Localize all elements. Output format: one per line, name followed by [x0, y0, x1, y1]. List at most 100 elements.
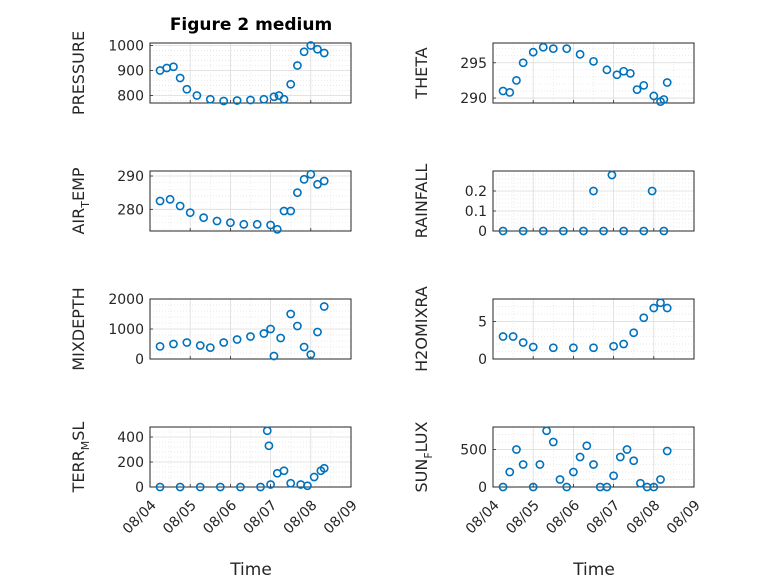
data-point: [276, 333, 286, 343]
x-tick-label: 08/07: [241, 497, 281, 537]
data-point: [629, 456, 639, 466]
x-tick-label: 08/08: [281, 497, 321, 537]
data-point: [535, 460, 545, 469]
data-point: [629, 328, 639, 338]
data-point: [303, 481, 312, 491]
y-tick-label: 0: [135, 352, 144, 368]
data-point: [599, 226, 608, 236]
data-point: [299, 47, 309, 57]
data-point: [239, 219, 249, 229]
data-point: [182, 84, 192, 94]
x-tick-label: 08/09: [321, 497, 361, 537]
data-point: [639, 80, 649, 90]
axes-frame: [492, 42, 695, 104]
data-point: [272, 224, 282, 234]
axes-frame: [492, 426, 695, 488]
data-point: [622, 445, 632, 454]
data-point: [639, 313, 649, 323]
data-point: [264, 441, 274, 451]
axes-frame: [149, 298, 352, 360]
data-point: [649, 303, 659, 313]
data-point: [286, 478, 296, 488]
data-point: [269, 351, 279, 361]
data-point: [319, 302, 329, 311]
subplot-3: 280 290 AIRTEMP: [69, 167, 352, 235]
data-point: [569, 343, 578, 353]
data-point: [292, 321, 302, 331]
data-point: [215, 482, 225, 492]
figure-title: Figure 2 medium: [170, 15, 332, 35]
data-point: [286, 206, 296, 216]
subplot-5: 0 1000 2000 MIXDEPTH: [69, 287, 352, 371]
data-point: [625, 68, 635, 78]
data-point: [538, 226, 548, 236]
data-point: [639, 226, 649, 236]
data-point: [659, 226, 669, 236]
data-point: [528, 482, 538, 492]
data-point: [182, 338, 192, 347]
data-point: [649, 91, 659, 101]
data-point: [306, 350, 316, 359]
data-point: [589, 343, 598, 353]
y-tick-label: 290: [460, 91, 487, 107]
x-tick-label: 08/06: [200, 497, 240, 537]
axes-frame: [149, 426, 352, 488]
x-axis-label-right: Time: [572, 560, 615, 580]
data-point: [589, 186, 598, 196]
axes-frame: [492, 298, 695, 360]
data-point: [266, 324, 275, 334]
y-tick-label: 900: [117, 64, 144, 80]
data-point: [205, 343, 215, 352]
data-point: [212, 216, 222, 226]
y-axis-label: RAINFALL: [412, 164, 431, 239]
y-axis-label: THETA: [412, 47, 431, 99]
y-tick-label: 0: [478, 480, 487, 496]
data-point: [299, 342, 309, 352]
data-point: [518, 460, 528, 469]
data-point: [518, 226, 528, 236]
data-point: [286, 79, 296, 89]
subplot-8: 0 500 08/04 08/05 08/06 08/07 08/08 08/09 SUNFLU…: [412, 421, 704, 537]
data-point: [175, 73, 185, 83]
data-point: [659, 95, 669, 104]
data-point: [636, 478, 645, 488]
data-point: [319, 48, 329, 58]
data-point: [266, 220, 275, 230]
data-point: [225, 218, 235, 228]
data-point: [292, 188, 302, 198]
data-point: [256, 482, 265, 492]
data-point: [662, 303, 672, 313]
data-point: [165, 194, 175, 204]
data-point: [538, 42, 548, 52]
data-point: [615, 452, 625, 462]
data-point: [498, 226, 508, 236]
data-point: [612, 70, 622, 80]
y-tick-label: 800: [117, 89, 144, 105]
data-point: [175, 201, 185, 211]
data-point: [609, 471, 618, 481]
data-point: [313, 179, 322, 189]
subplot-4: 0 0.1 0.2 RAINFALL: [412, 164, 695, 240]
data-point: [662, 78, 672, 87]
data-point: [279, 94, 289, 104]
x-tick-label: 08/05: [503, 497, 543, 537]
x-tick-label: 08/04: [120, 497, 160, 537]
data-point: [575, 49, 585, 59]
data-point: [656, 475, 665, 484]
data-point: [619, 339, 629, 349]
x-axis-label-left: Time: [229, 560, 272, 580]
y-tick-label: 400: [117, 430, 144, 446]
data-point: [512, 445, 521, 454]
data-point: [313, 44, 322, 54]
y-tick-label: 1000: [108, 322, 144, 338]
y-tick-label: 5: [478, 315, 487, 331]
y-tick-label: 0.2: [465, 184, 487, 200]
data-point: [262, 426, 272, 436]
data-point: [306, 169, 316, 179]
data-point: [575, 452, 585, 462]
data-point: [518, 338, 528, 347]
x-tick-label: 08/07: [584, 497, 624, 537]
data-point: [602, 482, 612, 492]
y-axis-label: TERRMSL: [69, 422, 92, 494]
data-point: [313, 327, 322, 337]
